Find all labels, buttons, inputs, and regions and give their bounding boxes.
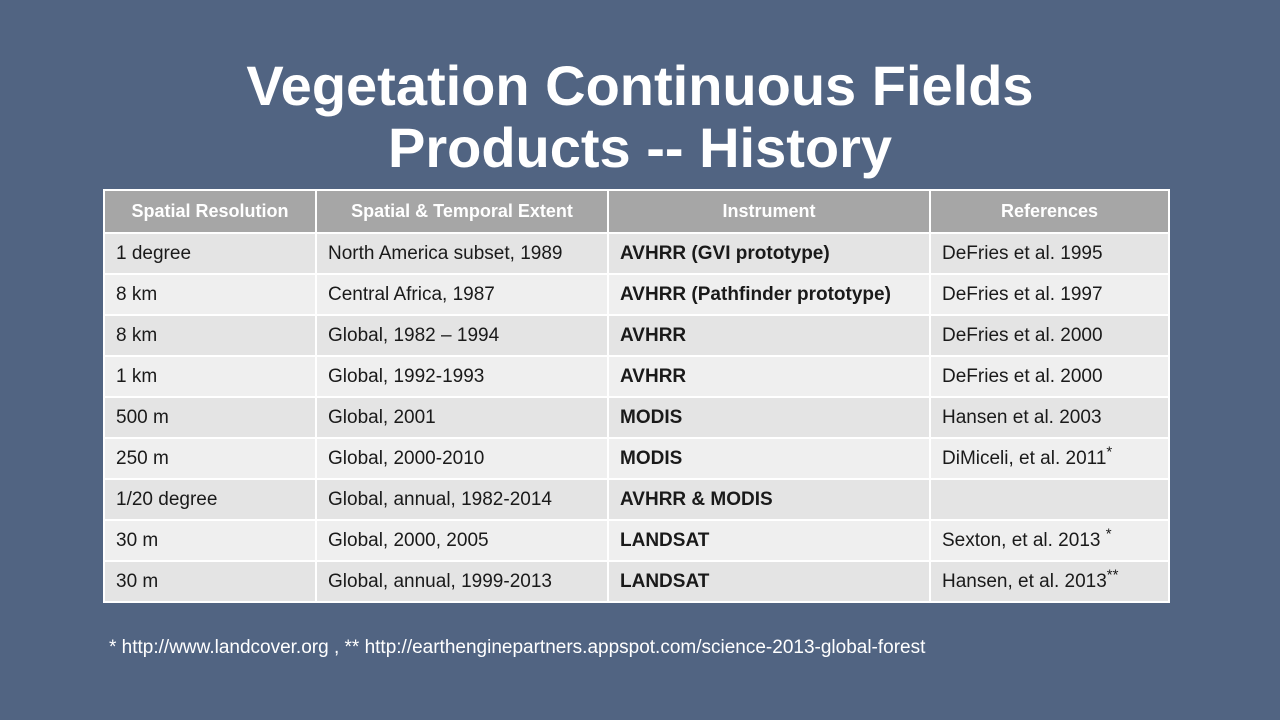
- reference-cell: [929, 478, 1170, 521]
- reference-cell: Hansen, et al. 2013**: [929, 560, 1170, 603]
- reference-note: *: [1106, 443, 1113, 461]
- reference-text: DeFries et al. 1997: [942, 283, 1103, 305]
- reference-cell: DiMiceli, et al. 2011*: [929, 437, 1170, 480]
- header-cell: Spatial & Temporal Extent: [315, 189, 609, 234]
- resolution-cell: 30 m: [103, 519, 317, 562]
- extent-cell: Global, annual, 1999-2013: [315, 560, 609, 603]
- table-row: 500 m Global, 2001 MODIS Hansen et al. 2003: [103, 396, 1170, 439]
- instrument-cell: MODIS: [607, 396, 931, 439]
- extent-cell: Global, annual, 1982-2014: [315, 478, 609, 521]
- extent-cell: Global, 1992-1993: [315, 355, 609, 398]
- table-body: 1 degree North America subset, 1989 AVHRR …: [103, 232, 1170, 603]
- instrument-cell: LANDSAT: [607, 519, 931, 562]
- title-line: Vegetation Continuous Fields: [246, 54, 1034, 117]
- instrument-cell: AVHRR (GVI prototype): [607, 232, 931, 275]
- reference-text: DeFries et al. 2000: [942, 365, 1103, 387]
- instrument-cell: AVHRR (Pathfinder prototype): [607, 273, 931, 316]
- table-row: 8 km Central Africa, 1987 AVHRR (Pathfinde…: [103, 273, 1170, 316]
- reference-text: Sexton, et al. 2013: [942, 529, 1106, 551]
- extent-cell: Global, 2000-2010: [315, 437, 609, 480]
- footnote: * http://www.landcover.org , ** http://e…: [109, 637, 926, 658]
- reference-cell: DeFries et al. 2000: [929, 355, 1170, 398]
- table-row: 1 km Global, 1992-1993 AVHRR DeFries et al.…: [103, 355, 1170, 398]
- reference-cell: DeFries et al. 2000: [929, 314, 1170, 357]
- reference-text: DiMiceli, et al. 2011: [942, 447, 1107, 469]
- extent-cell: Central Africa, 1987: [315, 273, 609, 316]
- history-table: Spatial Resolution Spatial & Temporal Ext…: [103, 189, 1170, 603]
- title-line: Products -- History: [387, 116, 893, 179]
- resolution-cell: 30 m: [103, 560, 317, 603]
- instrument-cell: LANDSAT: [607, 560, 931, 603]
- reference-note: *: [1105, 525, 1112, 543]
- resolution-cell: 8 km: [103, 273, 317, 316]
- header-row: Spatial Resolution Spatial & Temporal Ext…: [103, 189, 1170, 234]
- table-row: 8 km Global, 1982 – 1994 AVHRR DeFries et a…: [103, 314, 1170, 357]
- reference-text: DeFries et al. 2000: [942, 324, 1103, 346]
- resolution-cell: 1 degree: [103, 232, 317, 275]
- extent-cell: Global, 1982 – 1994: [315, 314, 609, 357]
- extent-cell: Global, 2000, 2005: [315, 519, 609, 562]
- instrument-cell: AVHRR & MODIS: [607, 478, 931, 521]
- reference-cell: DeFries et al. 1997: [929, 273, 1170, 316]
- resolution-cell: 1/20 degree: [103, 478, 317, 521]
- extent-cell: Global, 2001: [315, 396, 609, 439]
- title: Vegetation Continuous Fields Products --…: [0, 55, 1280, 179]
- table-row: 1 degree North America subset, 1989 AVHRR …: [103, 232, 1170, 275]
- resolution-cell: 8 km: [103, 314, 317, 357]
- resolution-cell: 250 m: [103, 437, 317, 480]
- extent-cell: North America subset, 1989: [315, 232, 609, 275]
- header-cell: Instrument: [607, 189, 931, 234]
- header-cell: References: [929, 189, 1170, 234]
- reference-cell: Hansen et al. 2003: [929, 396, 1170, 439]
- reference-text: Hansen et al. 2003: [942, 406, 1102, 428]
- instrument-cell: AVHRR: [607, 355, 931, 398]
- instrument-cell: MODIS: [607, 437, 931, 480]
- reference-cell: Sexton, et al. 2013 *: [929, 519, 1170, 562]
- table-row: 30 m Global, annual, 1999-2013 LANDSAT Hans…: [103, 560, 1170, 603]
- reference-cell: DeFries et al. 1995: [929, 232, 1170, 275]
- table-row: 250 m Global, 2000-2010 MODIS DiMiceli, et …: [103, 437, 1170, 480]
- instrument-cell: AVHRR: [607, 314, 931, 357]
- table-row: 1/20 degree Global, annual, 1982-2014 AVHR…: [103, 478, 1170, 521]
- table-row: 30 m Global, 2000, 2005 LANDSAT Sexton, et …: [103, 519, 1170, 562]
- resolution-cell: 500 m: [103, 396, 317, 439]
- reference-note: **: [1106, 566, 1119, 584]
- resolution-cell: 1 km: [103, 355, 317, 398]
- header-cell: Spatial Resolution: [103, 189, 317, 234]
- reference-text: DeFries et al. 1995: [942, 242, 1103, 264]
- reference-text: Hansen, et al. 2013: [942, 570, 1107, 592]
